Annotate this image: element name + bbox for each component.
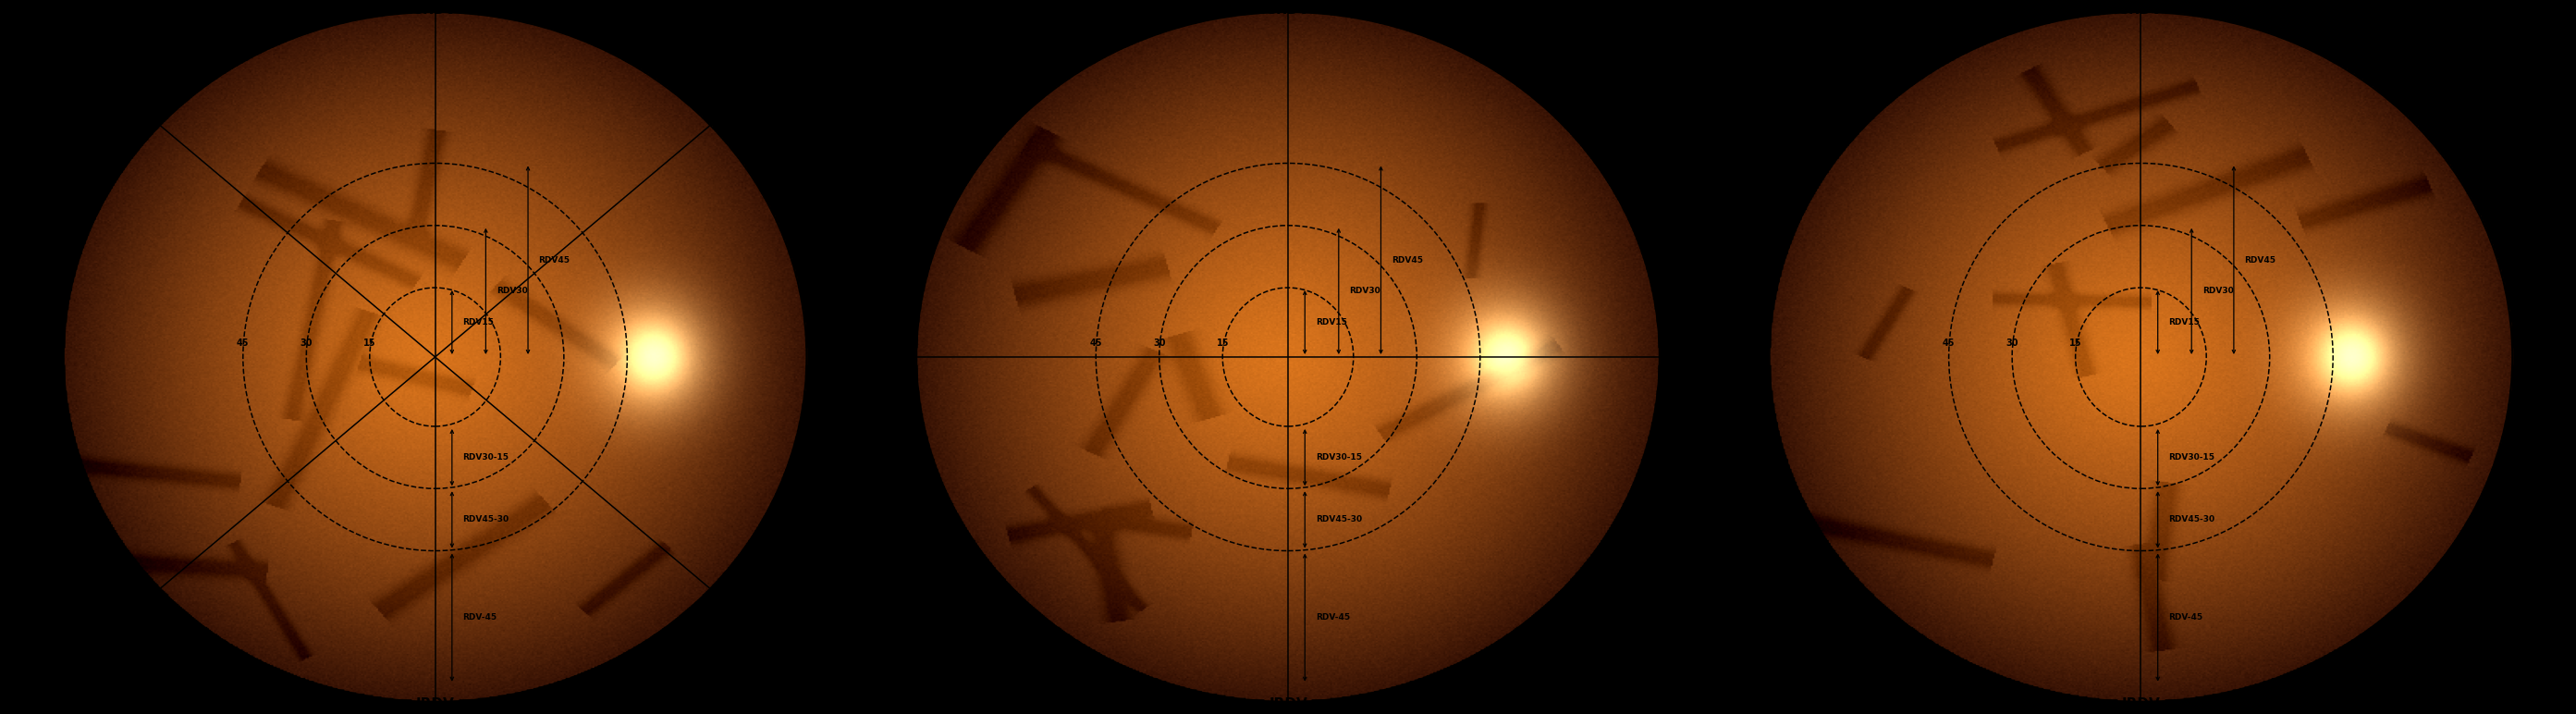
Text: RDV30: RDV30 <box>2202 287 2233 296</box>
Text: 15: 15 <box>1216 339 1229 348</box>
Text: 15: 15 <box>363 339 376 348</box>
Text: NRDV: NRDV <box>1680 350 1726 364</box>
Text: RDV-45: RDV-45 <box>464 613 497 622</box>
Text: 45: 45 <box>237 339 250 348</box>
Text: NRDV: NRDV <box>2535 350 2576 364</box>
Text: RDV15: RDV15 <box>2169 318 2200 326</box>
Text: RDV30: RDV30 <box>497 287 528 296</box>
Text: NRDV: NRDV <box>827 350 873 364</box>
Text: 30: 30 <box>299 339 312 348</box>
Text: RDV15: RDV15 <box>1316 318 1347 326</box>
Text: RDV45: RDV45 <box>538 256 569 264</box>
Text: TRDV: TRDV <box>0 350 41 364</box>
Text: 30: 30 <box>1154 339 1164 348</box>
Text: RDV45-30: RDV45-30 <box>2169 516 2215 524</box>
Text: RDV30: RDV30 <box>1350 287 1381 296</box>
Text: RDV45-30: RDV45-30 <box>464 516 510 524</box>
Text: TRDV: TRDV <box>853 350 896 364</box>
Text: SRDV: SRDV <box>1267 3 1309 17</box>
Text: RDV30-15: RDV30-15 <box>1316 453 1363 462</box>
Text: IRDV: IRDV <box>2123 697 2161 711</box>
Text: IRDV: IRDV <box>415 697 453 711</box>
Text: IRDV: IRDV <box>1270 697 1306 711</box>
Text: RDV30-15: RDV30-15 <box>2169 453 2215 462</box>
Text: RDV-45: RDV-45 <box>1316 613 1350 622</box>
Text: RDV45-30: RDV45-30 <box>1316 516 1363 524</box>
Text: 45: 45 <box>1942 339 1955 348</box>
Text: RDV45: RDV45 <box>1391 256 1422 264</box>
Text: 30: 30 <box>2007 339 2020 348</box>
Text: SRDV: SRDV <box>412 3 456 17</box>
Text: RDV30-15: RDV30-15 <box>464 453 510 462</box>
Text: RDV-45: RDV-45 <box>2169 613 2202 622</box>
Text: RDV45: RDV45 <box>2244 256 2275 264</box>
Text: RDV15: RDV15 <box>464 318 495 326</box>
Text: 15: 15 <box>2069 339 2081 348</box>
Text: SRDV: SRDV <box>2120 3 2164 17</box>
Text: 45: 45 <box>1090 339 1103 348</box>
Text: TRDV: TRDV <box>1705 350 1749 364</box>
